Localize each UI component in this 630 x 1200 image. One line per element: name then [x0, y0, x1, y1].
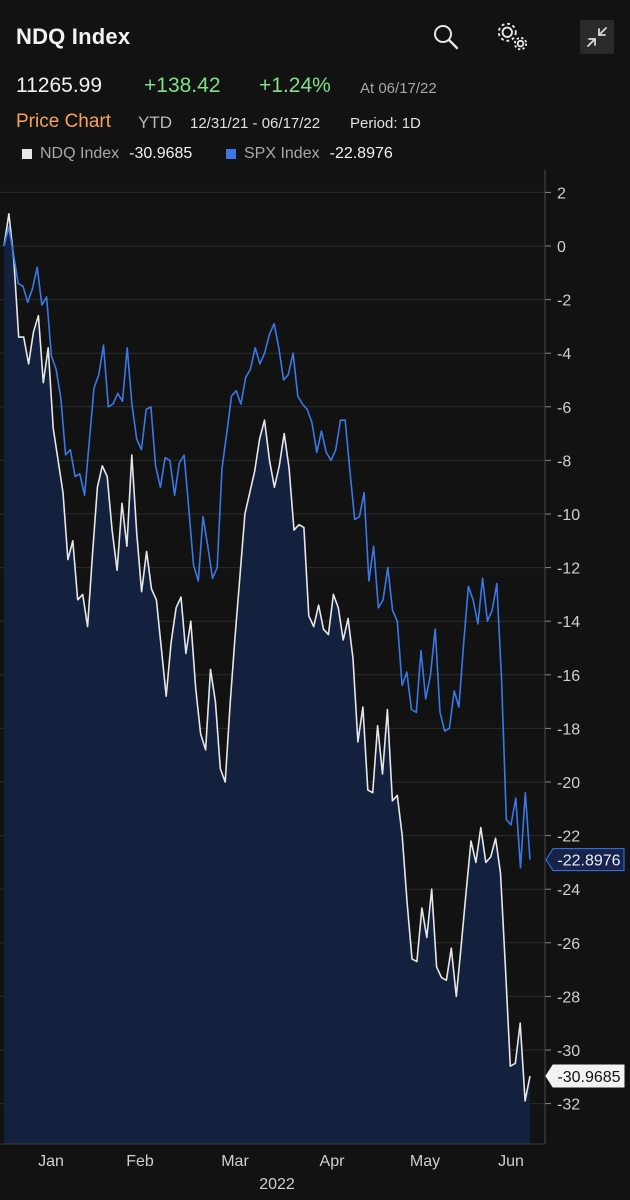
y-tick-label: -8 [557, 453, 571, 470]
y-tick-label: -24 [557, 882, 580, 899]
header-bar: NDQ Index [0, 0, 630, 76]
y-tick-label: -4 [557, 346, 571, 363]
date-range[interactable]: 12/31/21 - 06/17/22 [190, 115, 321, 132]
spx-tag-label: -22.8976 [557, 853, 620, 870]
y-tick-label: -32 [557, 1097, 580, 1114]
plot-area [3, 212, 531, 1145]
ndq-tag-shape [545, 1064, 625, 1088]
range-button[interactable]: YTD [138, 113, 172, 132]
legend-name-ndq: NDQ Index [40, 145, 120, 162]
y-tick-label: -20 [557, 775, 580, 792]
spx-line [3, 226, 531, 869]
y-tick-label: -14 [557, 614, 580, 631]
search-icon[interactable] [429, 20, 463, 54]
y-tick-label: -30 [557, 1043, 580, 1060]
ndq-tag-label: -30.9685 [557, 1069, 620, 1086]
y-tick-label: -18 [557, 721, 580, 738]
page-title: NDQ Index [16, 24, 131, 49]
period-selector[interactable]: Period: 1D [350, 115, 421, 132]
legend-swatch-ndq [22, 149, 32, 159]
as-of-date: At 06/17/22 [360, 80, 437, 97]
chart[interactable]: 2 0 -2 -4 -6 -8 -10 -12 -14 -16 -18 -20 -22 -24 -26 -28… [0, 170, 630, 1200]
x-tick-label: Apr [320, 1153, 346, 1170]
y-tick-label: -22 [557, 829, 580, 846]
legend-value-spx: -22.8976 [329, 145, 393, 162]
ndq-last-value-tag: -30.9685 [545, 1064, 625, 1088]
y-axis: 2 0 -2 -4 -6 -8 -10 -12 -14 -16 -18 -20 -22 -24 -26 -28… [544, 170, 580, 1144]
y-tick-label: -6 [557, 400, 571, 417]
collapse-icon[interactable] [580, 20, 614, 54]
y-tick-label: -28 [557, 989, 580, 1006]
x-year-label: 2022 [259, 1176, 295, 1193]
ndq-area-fill [4, 213, 530, 1145]
net-change: +138.42 [144, 74, 221, 97]
legend-item-spx[interactable]: SPX Index -22.8976 [226, 145, 393, 163]
x-tick-label: Feb [126, 1153, 154, 1170]
x-tick-label: May [410, 1153, 440, 1170]
y-tick-label: -2 [557, 293, 571, 310]
ndq-line [3, 212, 531, 1102]
y-tick-label: -12 [557, 561, 580, 578]
last-price: 11265.99 [16, 74, 103, 97]
y-tick-label: 0 [557, 239, 566, 256]
y-tick-label: -16 [557, 668, 580, 685]
legend-value-ndq: -30.9685 [129, 145, 193, 162]
x-tick-label: Mar [221, 1153, 249, 1170]
legend-name-spx: SPX Index [244, 145, 320, 162]
y-tick-label: -10 [557, 507, 580, 524]
percent-change: +1.24% [259, 74, 331, 97]
spx-tag-shape [545, 848, 625, 872]
legend-item-ndq[interactable]: NDQ Index -30.9685 [22, 145, 192, 163]
chart-type-label[interactable]: Price Chart [16, 111, 112, 132]
x-tick-label: Jun [498, 1153, 524, 1170]
x-tick-label: Jan [38, 1153, 64, 1170]
x-axis: Jan Feb Mar Apr May Jun 2022 [0, 1143, 545, 1193]
y-tick-label: -26 [557, 936, 580, 953]
spx-last-value-tag: -22.8976 [545, 848, 625, 872]
y-tick-label: 2 [557, 185, 566, 202]
settings-gears-icon[interactable] [495, 20, 529, 54]
legend-swatch-spx [226, 149, 236, 159]
